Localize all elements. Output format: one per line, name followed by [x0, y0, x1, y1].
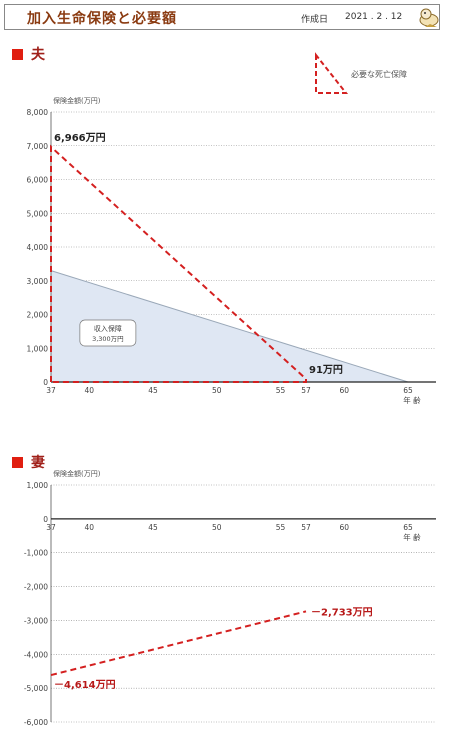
- y-tick-label: -1,000: [24, 549, 48, 558]
- x-tick-label: 37: [46, 386, 56, 395]
- y-tick-label: 0: [43, 378, 48, 387]
- y-tick-label: 7,000: [27, 142, 49, 151]
- y-tick-label: -2,000: [24, 583, 48, 592]
- x-tick-label: 57: [301, 386, 311, 395]
- x-axis-title: 年 齢: [403, 532, 421, 542]
- red-square-icon: [12, 457, 23, 468]
- y-axis-title: 保険金額(万円): [53, 96, 101, 105]
- legend-label: 必要な死亡保障: [351, 70, 407, 79]
- y-tick-label: 1,000: [27, 344, 49, 353]
- x-tick-label: 37: [46, 523, 56, 532]
- data-label: －4,614万円: [54, 679, 116, 691]
- y-tick-label: 4,000: [27, 243, 49, 252]
- wife-section-heading: 妻: [12, 452, 45, 472]
- y-tick-label: -6,000: [24, 718, 48, 727]
- header-bar: 加入生命保険と必要額 作成日 2021 . 2 . 12: [4, 4, 440, 30]
- x-tick-label: 45: [148, 386, 158, 395]
- y-tick-label: 0: [43, 515, 48, 524]
- y-tick-label: 5,000: [27, 209, 49, 218]
- y-tick-label: 8,000: [27, 108, 49, 117]
- x-tick-label: 65: [403, 523, 413, 532]
- x-tick-label: 50: [212, 386, 222, 395]
- x-tick-label: 60: [339, 386, 349, 395]
- red-square-icon: [12, 49, 23, 60]
- income-label-value: 3,300万円: [92, 335, 124, 343]
- x-tick-label: 65: [403, 386, 413, 395]
- need-series-line: [50, 610, 307, 677]
- y-tick-label: 3,000: [27, 277, 49, 286]
- y-tick-label: 1,000: [27, 481, 49, 490]
- wife-title: 妻: [31, 455, 45, 471]
- y-tick-label: 2,000: [27, 311, 49, 320]
- x-tick-label: 60: [339, 523, 349, 532]
- mascot-icon: [419, 8, 439, 27]
- x-axis-title: 年 齢: [403, 395, 421, 405]
- data-label: －2,733万円: [311, 606, 373, 618]
- y-tick-label: -4,000: [24, 650, 48, 659]
- x-tick-label: 45: [148, 523, 158, 532]
- x-tick-label: 55: [276, 523, 286, 532]
- income-label-title: 収入保障: [94, 324, 122, 333]
- y-tick-label: -3,000: [24, 616, 48, 625]
- income-label-box: [79, 319, 137, 347]
- x-tick-label: 50: [212, 523, 222, 532]
- income-protection-edge: [50, 270, 409, 383]
- x-tick-label: 40: [84, 523, 94, 532]
- y-tick-label: 6,000: [27, 176, 49, 185]
- husband-section-heading: 夫: [12, 44, 45, 64]
- data-label: 6,966万円: [54, 132, 106, 144]
- page-title: 加入生命保険と必要額: [27, 11, 177, 27]
- x-tick-label: 40: [84, 386, 94, 395]
- date-value: 2021 . 2 . 12: [345, 12, 403, 22]
- data-label: 91万円: [309, 364, 343, 376]
- x-tick-label: 55: [276, 386, 286, 395]
- x-tick-label: 57: [301, 523, 311, 532]
- husband-title: 夫: [31, 47, 45, 63]
- y-axis-title: 保険金額(万円): [53, 469, 101, 478]
- date-label: 作成日: [301, 15, 329, 25]
- y-tick-label: -5,000: [24, 684, 48, 693]
